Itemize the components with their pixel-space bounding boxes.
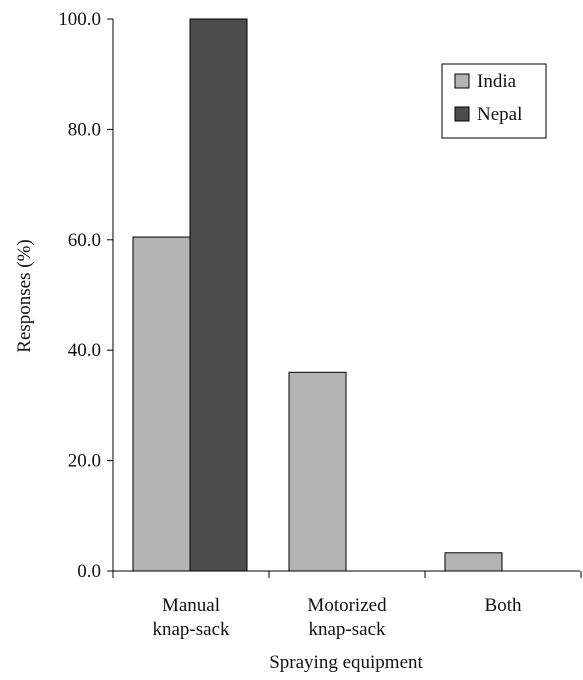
y-tick-label: 20.0 <box>68 451 101 472</box>
legend-label-india: India <box>477 71 517 92</box>
bar-india <box>288 371 347 572</box>
y-tick-label: 60.0 <box>68 230 101 251</box>
x-tick-label: knap-sack <box>308 619 386 640</box>
x-tick-label: knap-sack <box>152 619 230 640</box>
bar-india <box>132 236 191 572</box>
x-tick-label: Manual <box>162 595 220 616</box>
legend: India Nepal <box>441 63 547 139</box>
bar-india <box>444 552 503 572</box>
bars <box>132 18 503 572</box>
y-tick-label: 80.0 <box>68 119 101 140</box>
legend-label-nepal: Nepal <box>477 104 522 125</box>
x-axis: Manual knap-sack Motorized knap-sack Both <box>112 570 582 640</box>
x-tick-label: Both <box>485 595 522 616</box>
legend-swatch-nepal <box>454 106 470 122</box>
y-axis-title: Responses (%) <box>14 239 35 352</box>
x-tick-label: Motorized <box>307 595 387 616</box>
y-axis: 0.0 20.0 40.0 60.0 80.0 100.0 <box>58 9 114 582</box>
bar-nepal <box>189 18 248 572</box>
legend-swatch-india <box>454 73 470 89</box>
x-axis-title: Spraying equipment <box>269 652 423 673</box>
y-tick-label: 0.0 <box>77 561 101 582</box>
y-tick-label: 100.0 <box>58 9 101 30</box>
y-tick-label: 40.0 <box>68 340 101 361</box>
